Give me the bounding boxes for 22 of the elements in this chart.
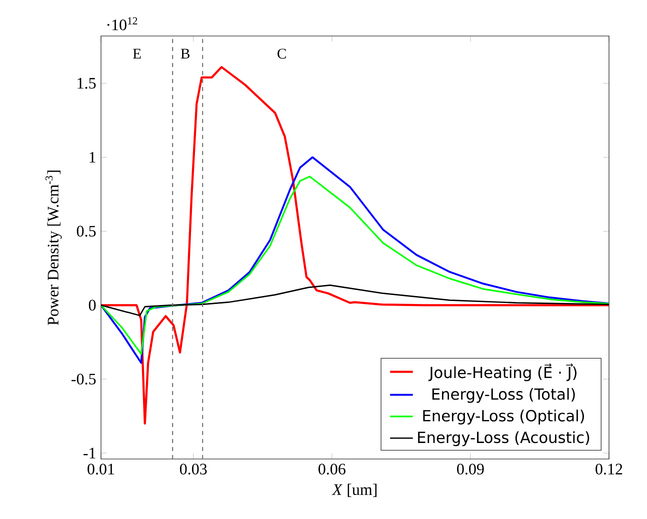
- legend-label: Energy-Loss (Acoustic): [418, 431, 590, 446]
- x-tick-label: 0.09: [457, 464, 484, 475]
- x-tick-label: 0.03: [180, 464, 207, 475]
- x-tick-label: 0.12: [596, 464, 622, 475]
- x-axis-title: X [um]: [332, 484, 377, 497]
- y-tick-label: 1.5: [78, 78, 96, 89]
- legend-label: Joule-Heating (E⃗ · J⃗): [428, 364, 576, 382]
- annotation: B: [180, 48, 190, 58]
- legend-label: Energy-Loss (Total): [432, 388, 575, 403]
- y-tick-label: -1: [84, 448, 96, 458]
- y-axis-title: Power Density [W.cm$^{-3}$]: [45, 170, 62, 326]
- y-tick-label: 0: [88, 300, 96, 311]
- x-tick-label: 0.01: [88, 464, 114, 475]
- text: ·10$^{12}$: [107, 17, 138, 30]
- legend-label: Energy-Loss (Optical): [423, 410, 584, 424]
- y-tick-label: -0.5: [72, 374, 96, 385]
- annotation: C: [278, 48, 286, 59]
- y-tick-label: 1: [90, 152, 96, 163]
- x-tick-label: 0.06: [318, 464, 346, 475]
- y-tick-label: 0.5: [76, 226, 96, 237]
- line-series: [101, 66, 609, 425]
- annotation: E: [133, 48, 141, 58]
